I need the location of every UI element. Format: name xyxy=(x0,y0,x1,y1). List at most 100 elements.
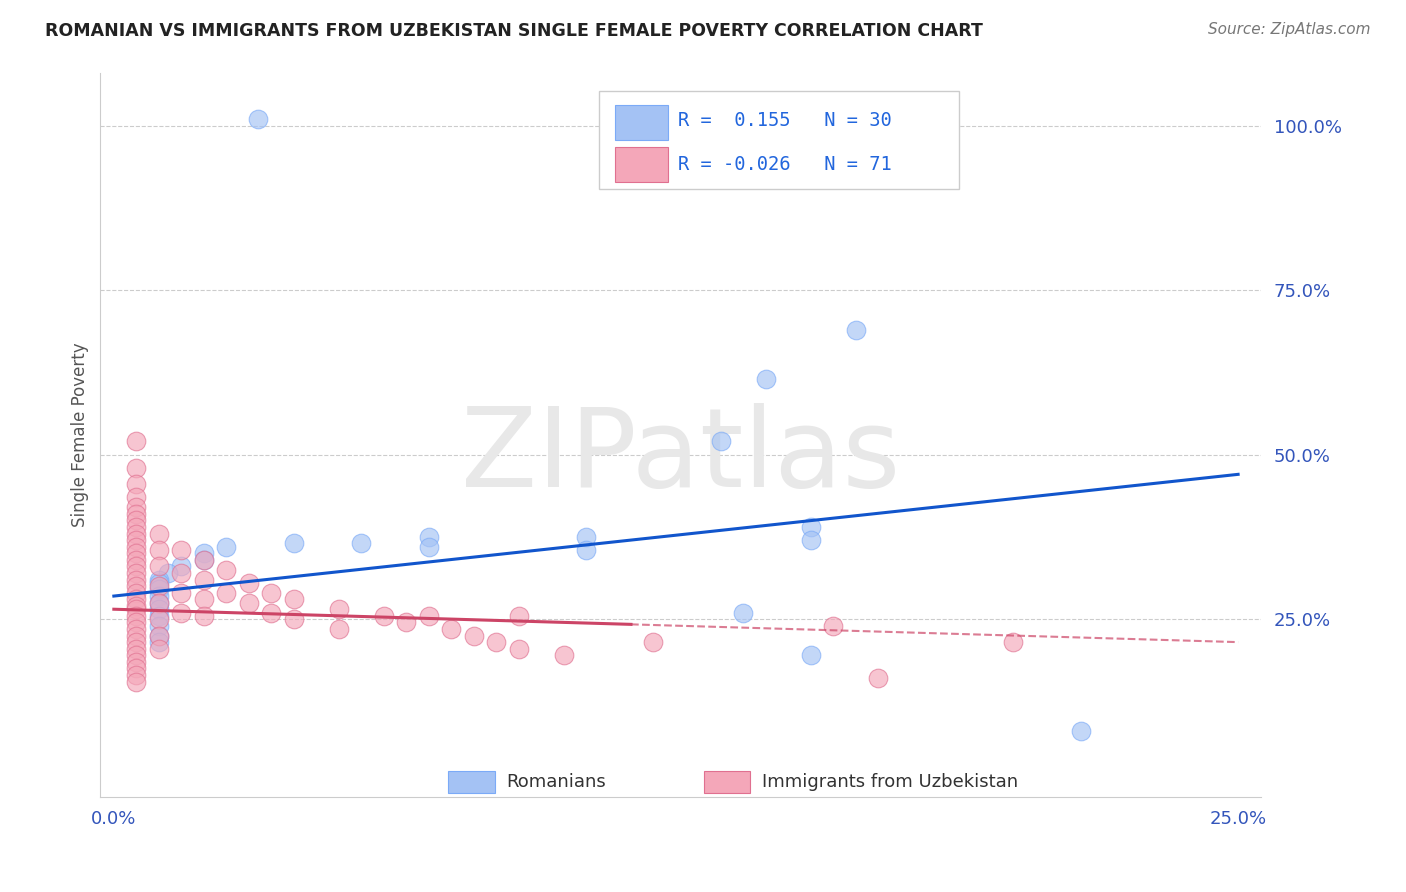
Point xyxy=(170,559,193,574)
Point xyxy=(125,641,148,656)
Point xyxy=(1002,635,1025,649)
Point xyxy=(373,608,395,623)
Point xyxy=(643,635,665,649)
Point xyxy=(575,530,598,544)
Point xyxy=(125,507,148,521)
Point xyxy=(148,618,170,632)
Point xyxy=(418,608,440,623)
Point xyxy=(125,608,148,623)
Text: R =  0.155   N = 30: R = 0.155 N = 30 xyxy=(678,112,891,130)
Point xyxy=(156,566,179,580)
Point xyxy=(193,553,215,567)
Point xyxy=(148,628,170,642)
Point xyxy=(125,622,148,636)
Point xyxy=(238,596,260,610)
Point xyxy=(125,491,148,505)
Point xyxy=(125,546,148,560)
Point xyxy=(125,573,148,587)
Point xyxy=(148,596,170,610)
Point xyxy=(148,589,170,603)
Text: ROMANIAN VS IMMIGRANTS FROM UZBEKISTAN SINGLE FEMALE POVERTY CORRELATION CHART: ROMANIAN VS IMMIGRANTS FROM UZBEKISTAN S… xyxy=(45,22,983,40)
Point xyxy=(418,540,440,554)
Point xyxy=(283,536,305,550)
Point xyxy=(125,586,148,600)
Point xyxy=(148,526,170,541)
Point xyxy=(170,543,193,558)
Point xyxy=(328,602,350,616)
Point xyxy=(395,615,418,630)
Point xyxy=(125,477,148,491)
Point xyxy=(148,602,170,616)
Point xyxy=(710,434,733,449)
Point xyxy=(845,322,868,336)
Point xyxy=(125,628,148,642)
Point xyxy=(148,575,170,590)
Point xyxy=(148,543,170,558)
Point xyxy=(125,674,148,689)
Point xyxy=(440,622,463,636)
Point xyxy=(350,536,373,550)
Point xyxy=(125,553,148,567)
Point xyxy=(125,655,148,669)
Point xyxy=(125,513,148,527)
Point xyxy=(193,592,215,607)
Point xyxy=(193,608,215,623)
FancyBboxPatch shape xyxy=(599,91,959,189)
Point xyxy=(215,586,238,600)
Point xyxy=(125,635,148,649)
Point xyxy=(1070,723,1092,738)
Point xyxy=(755,372,778,386)
Point xyxy=(463,628,485,642)
Point xyxy=(800,648,823,663)
Point xyxy=(283,612,305,626)
Point xyxy=(733,606,755,620)
Point xyxy=(125,540,148,554)
Point xyxy=(125,434,148,449)
Point xyxy=(148,608,170,623)
Bar xyxy=(449,772,495,793)
Point xyxy=(238,575,260,590)
Point xyxy=(508,608,530,623)
Point xyxy=(125,526,148,541)
Point xyxy=(193,573,215,587)
Point xyxy=(215,563,238,577)
Point xyxy=(125,579,148,593)
Point xyxy=(193,553,215,567)
Point xyxy=(246,112,269,126)
Point xyxy=(260,586,283,600)
Point xyxy=(125,599,148,613)
Point xyxy=(508,641,530,656)
Point xyxy=(125,648,148,663)
Point xyxy=(868,671,890,685)
Point xyxy=(125,615,148,630)
Point xyxy=(553,648,575,663)
Point xyxy=(823,618,845,632)
Point xyxy=(125,661,148,675)
Point xyxy=(148,612,170,626)
Point xyxy=(170,606,193,620)
Point xyxy=(418,530,440,544)
Point xyxy=(125,668,148,682)
Point xyxy=(148,579,170,593)
Point xyxy=(328,622,350,636)
Point xyxy=(125,602,148,616)
Text: Romanians: Romanians xyxy=(506,773,606,791)
Point xyxy=(148,628,170,642)
Text: ZIPatlas: ZIPatlas xyxy=(461,403,900,510)
Point xyxy=(170,566,193,580)
Point xyxy=(148,596,170,610)
Text: Source: ZipAtlas.com: Source: ZipAtlas.com xyxy=(1208,22,1371,37)
Bar xyxy=(616,105,668,139)
Point xyxy=(170,586,193,600)
Bar xyxy=(703,772,749,793)
Point xyxy=(148,641,170,656)
Point xyxy=(193,546,215,560)
Point xyxy=(148,559,170,574)
Point xyxy=(125,559,148,574)
Point xyxy=(800,520,823,534)
Point xyxy=(125,566,148,580)
Bar xyxy=(616,147,668,182)
Point xyxy=(125,592,148,607)
Point xyxy=(260,606,283,620)
Point xyxy=(283,592,305,607)
